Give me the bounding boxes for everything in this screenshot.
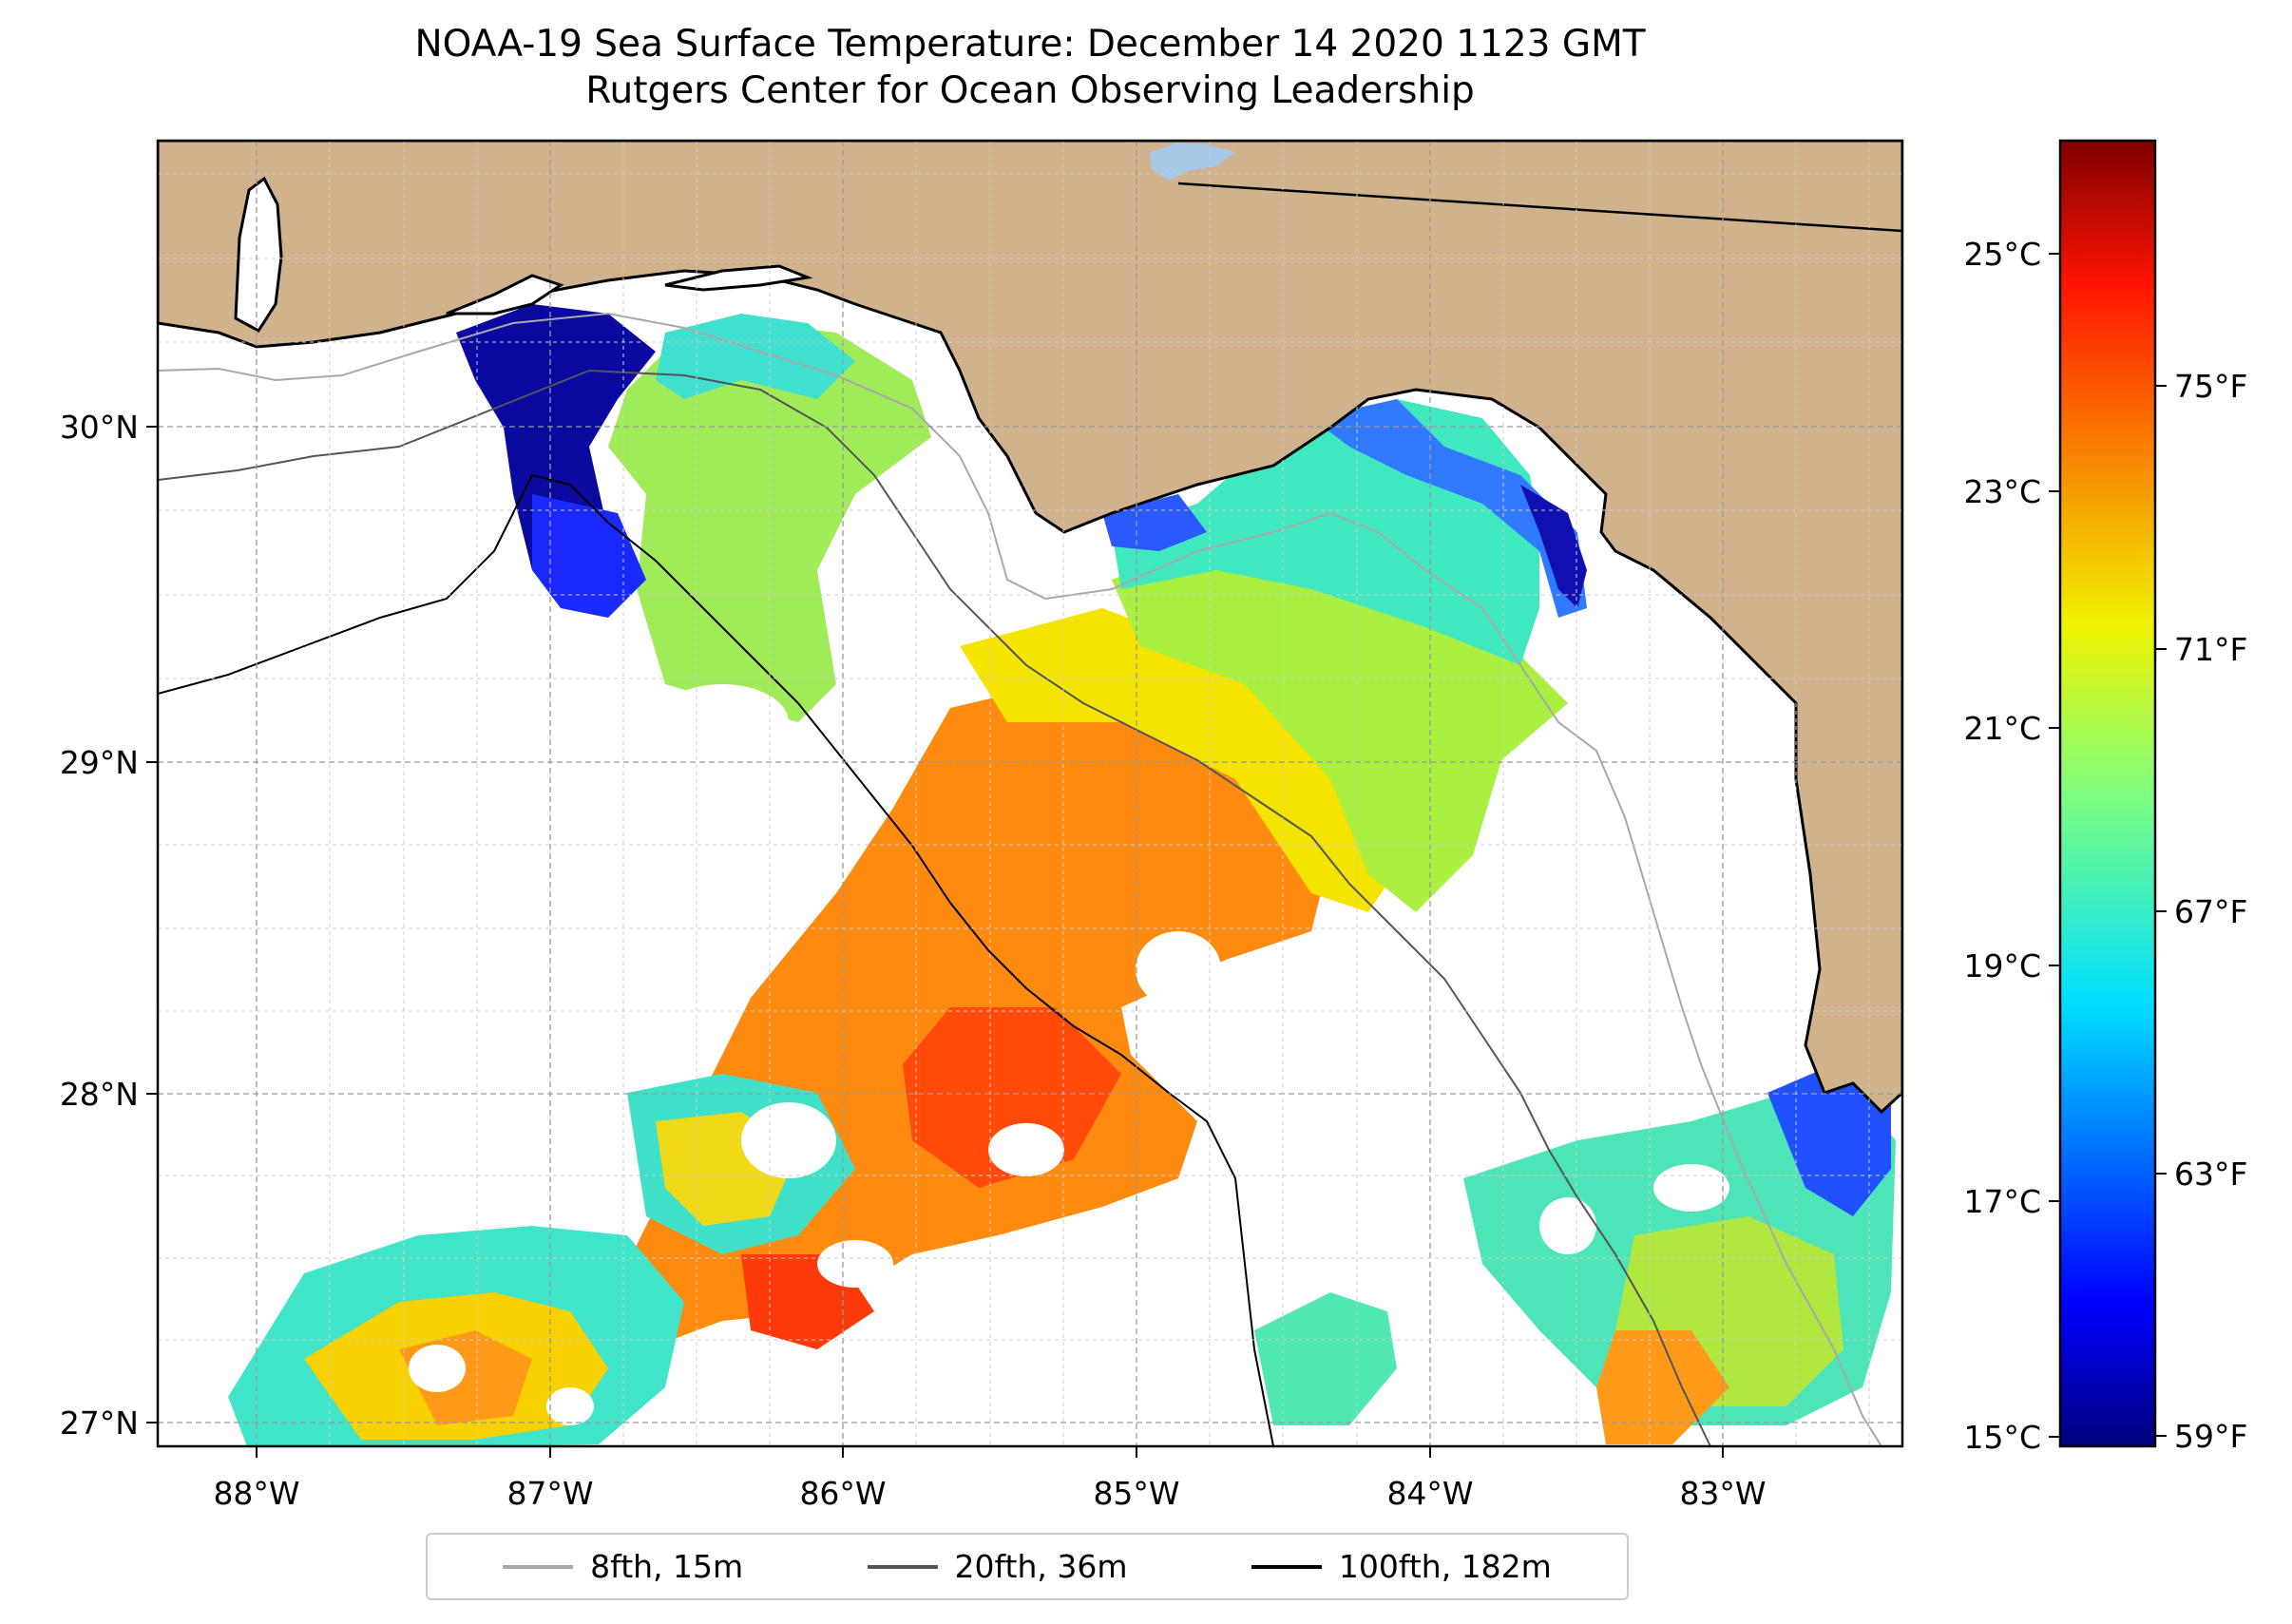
state-border	[1177, 182, 1902, 233]
sst-red-core	[903, 1007, 1121, 1188]
lon-label-85w: 85°W	[1093, 1475, 1179, 1512]
sst-cyan-big-bend-south	[1254, 1292, 1397, 1425]
sst-blue-tampa-coast	[1767, 1064, 1891, 1216]
mobile-bay	[234, 176, 283, 333]
colorbar-c-15: 15°C	[1963, 1419, 2041, 1456]
axis-ticks	[146, 426, 1724, 1458]
title-line-2: Rutgers Center for Ocean Observing Leade…	[585, 69, 1475, 112]
lat-label-28n: 28°N	[60, 1076, 139, 1113]
colorbar-c-25: 25°C	[1963, 236, 2041, 273]
lon-label-86w: 86°W	[799, 1475, 886, 1512]
lon-label-84w: 84°W	[1386, 1475, 1473, 1512]
latitude-labels: 27°N 28°N 29°N 30°N	[60, 409, 139, 1442]
minor-gridlines	[158, 141, 1902, 1446]
lon-label-83w: 83°W	[1679, 1475, 1766, 1512]
isobath-100fth	[158, 473, 1274, 1446]
legend-label-100fth: 100fth, 182m	[1338, 1548, 1552, 1585]
lat-label-30n: 30°N	[60, 409, 139, 446]
legend-item-100fth: 100fth, 182m	[1251, 1548, 1552, 1585]
land-mass	[158, 141, 1902, 1115]
colorbar-c-23: 23°C	[1963, 473, 2041, 510]
legend-line-8fth	[503, 1564, 574, 1569]
colorbar-f-63: 63°F	[2174, 1156, 2247, 1193]
lon-label-87w: 87°W	[506, 1475, 593, 1512]
pensacola-bay	[446, 274, 564, 315]
isobath-8fth	[158, 312, 1882, 1446]
isobaths	[158, 312, 1882, 1446]
legend-label-8fth: 8fth, 15m	[590, 1548, 744, 1585]
lat-label-29n: 29°N	[60, 744, 139, 781]
sst-blue-coast-east	[1311, 399, 1587, 618]
gridlines	[158, 141, 1902, 1446]
sst-yellow-central	[960, 608, 1406, 912]
isobath-legend: 8fth, 15m 20fth, 36m 100fth, 182m	[426, 1533, 1629, 1600]
chart-title: NOAA-19 Sea Surface Temperature: Decembe…	[158, 21, 1902, 114]
colorbar-f-67: 67°F	[2174, 893, 2247, 930]
cloud-gaps	[409, 684, 1729, 1425]
colorbar-f-59: 59°F	[2174, 1418, 2247, 1455]
colorbar-ticks	[2049, 253, 2167, 1438]
legend-label-20fth: 20fth, 36m	[954, 1548, 1128, 1585]
longitude-labels: 88°W 87°W 86°W 85°W 84°W 83°W	[213, 1475, 1766, 1512]
colorbar: 25°C 23°C 21°C 19°C 17°C 15°C 75°F 71°F …	[1963, 139, 2247, 1456]
colorbar-f-71: 71°F	[2174, 631, 2247, 668]
lake-inland	[1150, 143, 1235, 181]
map-frame	[156, 139, 1904, 1448]
title-line-1: NOAA-19 Sea Surface Temperature: Decembe…	[414, 23, 1646, 66]
sst-navy-apalachee	[1520, 485, 1587, 608]
colorbar-gradient	[2058, 139, 2157, 1448]
sst-blue-pensacola-edge	[532, 494, 646, 618]
colorbar-c-19: 19°C	[1963, 947, 2041, 984]
lon-label-88w: 88°W	[213, 1475, 299, 1512]
legend-line-100fth	[1251, 1564, 1322, 1569]
isobath-20fth	[158, 369, 1711, 1446]
legend-line-20fth	[867, 1564, 938, 1569]
colorbar-f-75: 75°F	[2174, 368, 2247, 405]
choctawhatchee-bay	[664, 264, 813, 292]
colorbar-c-21: 21°C	[1963, 710, 2041, 747]
colorbar-c-17: 17°C	[1963, 1183, 2041, 1220]
legend-item-20fth: 20fth, 36m	[867, 1548, 1128, 1585]
map-area	[158, 141, 1902, 1446]
lat-label-27n: 27°N	[60, 1404, 139, 1442]
legend-item-8fth: 8fth, 15m	[503, 1548, 743, 1585]
